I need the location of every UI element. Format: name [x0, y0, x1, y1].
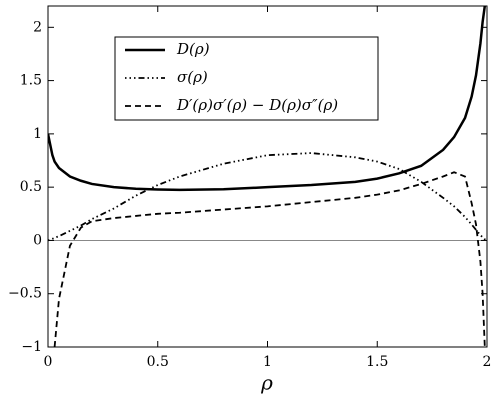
y-tick-label: 0 — [33, 232, 42, 248]
y-tick-label: −1 — [21, 339, 42, 355]
y-tick-label: 2 — [33, 19, 42, 35]
series-line — [48, 152, 487, 242]
plot-frame — [47, 5, 488, 348]
series-line — [48, 6, 487, 192]
legend-label: D′(ρ)σ′(ρ) − D(ρ)σ″(ρ) — [176, 96, 338, 114]
y-tick-label: 0.5 — [20, 179, 42, 195]
x-axis-label: ρ — [260, 371, 273, 395]
y-tick-label: 1 — [33, 126, 42, 142]
x-tick-label: 2 — [483, 354, 492, 370]
legend: D(ρ) σ(ρ) D′(ρ)σ′(ρ) − D(ρ)σ″(ρ) — [114, 36, 379, 121]
legend-label: D(ρ) — [176, 40, 210, 58]
y-tick-label: 1.5 — [20, 73, 42, 89]
legend-label: σ(ρ) — [177, 68, 208, 86]
x-tick-label: 1.5 — [366, 354, 388, 370]
x-tick-label: 0.5 — [147, 354, 169, 370]
series-line — [53, 171, 486, 347]
x-tick-label: 1 — [263, 354, 272, 370]
x-tick-label: 0 — [44, 354, 53, 370]
y-tick-label: −0.5 — [8, 286, 42, 302]
